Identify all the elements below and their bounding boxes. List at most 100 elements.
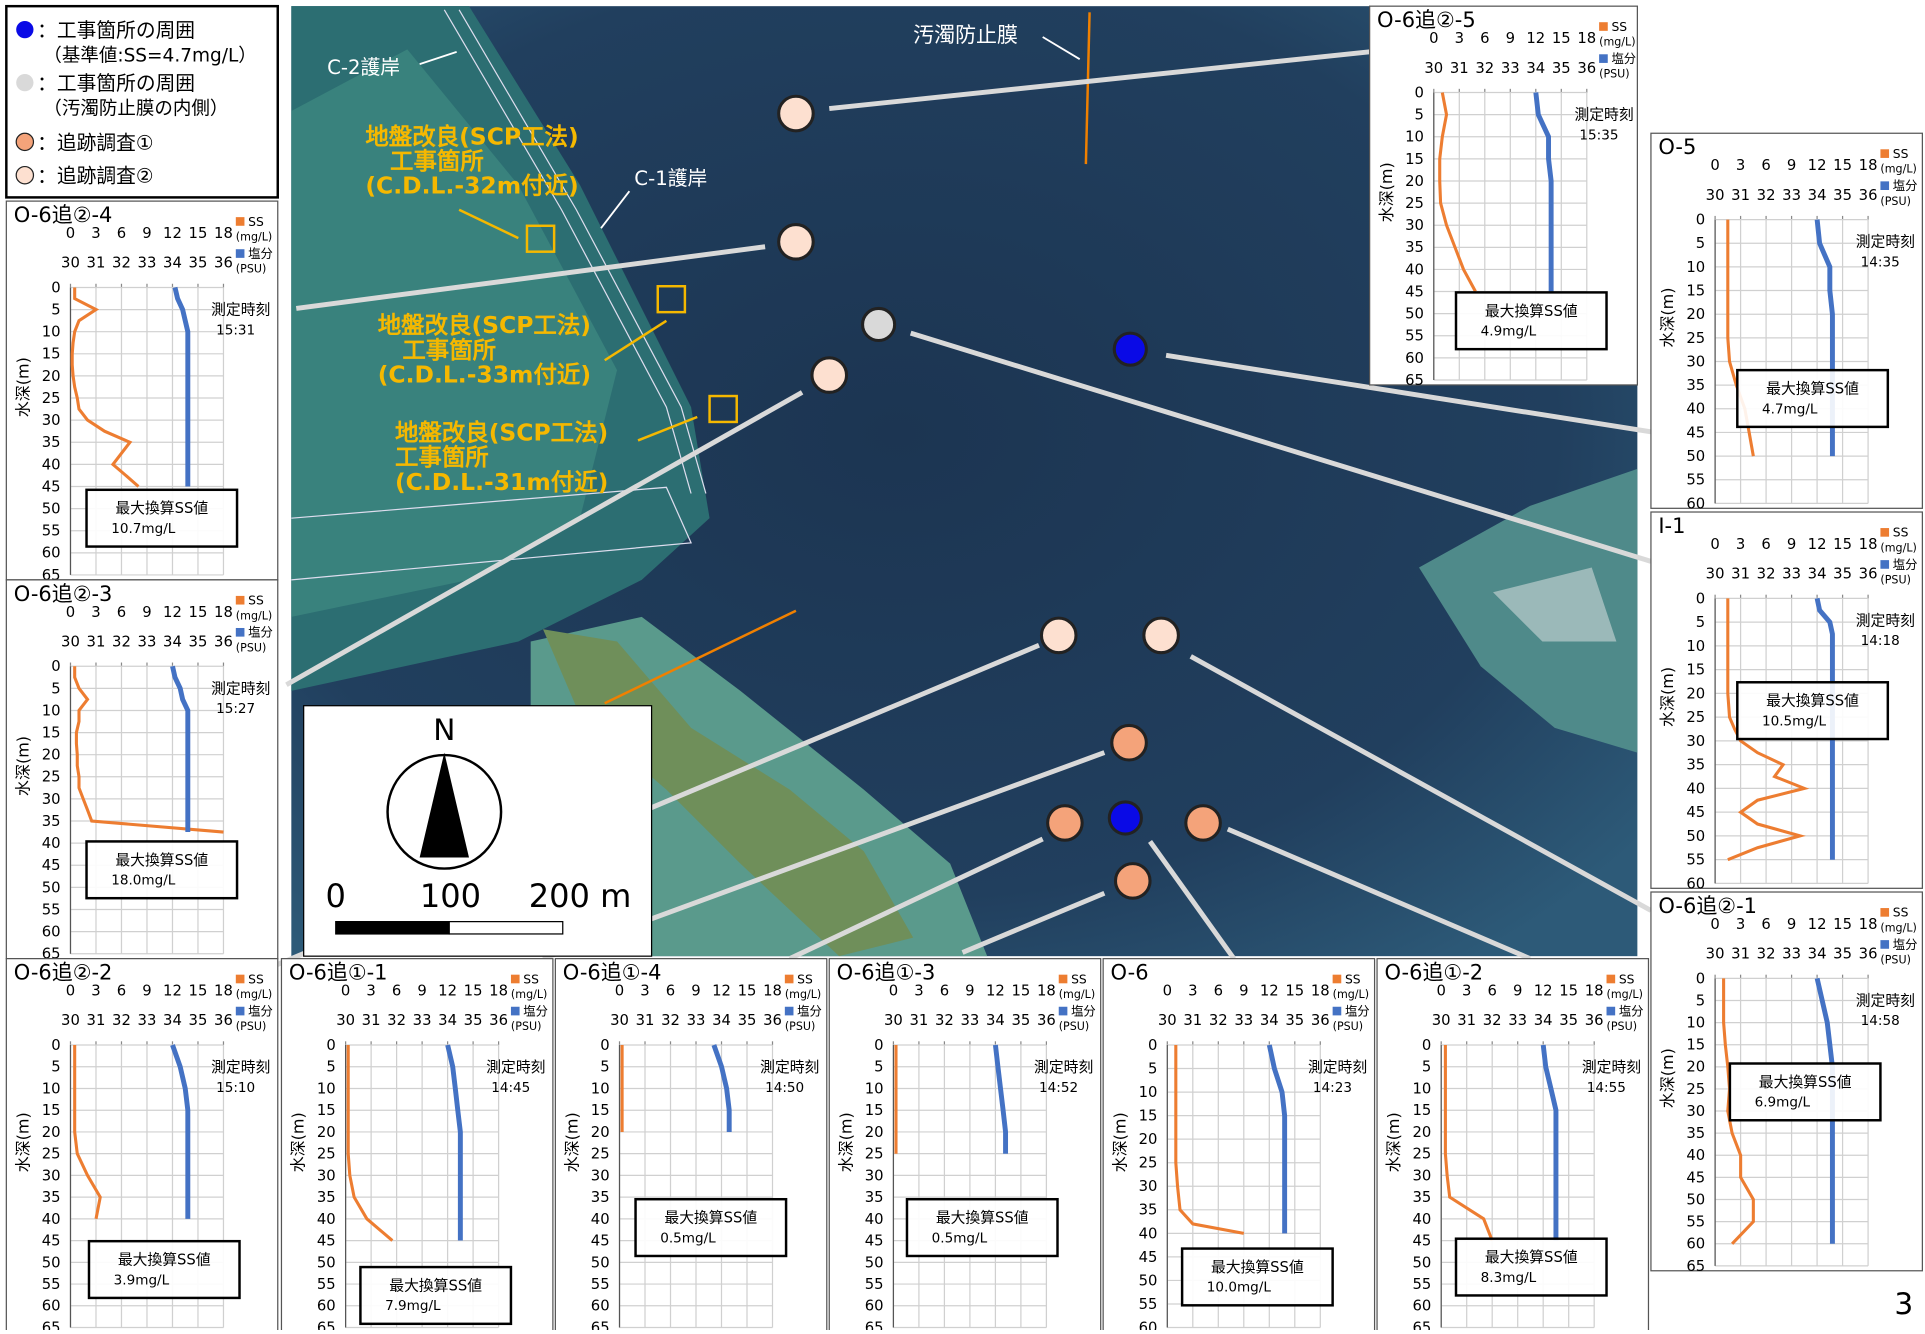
x-tick-label: 15 [1833,916,1852,933]
legend-unit: (mg/L) [1059,988,1095,1001]
legend-swatch [236,975,245,984]
y-tick-label: 60 [42,1298,61,1315]
x2-tick-label: 31 [362,1012,381,1029]
x2-tick-label: 32 [1757,187,1776,204]
site-text: (C.D.L.-31m付近) [395,468,608,496]
y-tick-label: 45 [42,1233,61,1250]
legend-label: SS [248,215,264,229]
y-tick-label: 35 [591,1189,610,1206]
x-tick-label: 18 [1311,983,1330,1000]
profile-chart: O-60369121518303132333435360510152025303… [1103,959,1374,1330]
legend-label: 塩分 [1893,937,1918,952]
x-tick-label: 3 [1736,536,1745,553]
max-value: 7.9mg/L [385,1298,441,1314]
map-label: 汚濁防止膜 [913,23,1018,47]
y-tick-label: 30 [1139,1178,1158,1195]
legend-swatch [1599,22,1608,31]
x-tick-label: 15 [1559,983,1578,1000]
legend-unit: (mg/L) [236,609,272,622]
y-tick-label: 55 [591,1276,610,1293]
x-tick-label: 18 [1859,536,1878,553]
x2-tick-label: 33 [687,1012,706,1029]
x-tick-label: 15 [1833,536,1852,553]
x-tick-label: 6 [1214,983,1223,1000]
x-tick-label: 12 [1260,983,1279,1000]
max-box [1456,1239,1607,1296]
chart-title: O-6追①-2 [1384,961,1483,985]
y-tick-label: 35 [1412,1189,1431,1206]
x-tick-label: 12 [1808,916,1827,933]
x-tick-label: 6 [1761,536,1770,553]
station-base [1114,333,1146,365]
x-tick-label: 18 [214,604,233,621]
x-tick-label: 6 [117,983,126,1000]
x2-tick-label: 35 [738,1012,757,1029]
legend-swatch [1880,908,1889,917]
y-tick-label: 15 [865,1102,884,1119]
y-tick-label: 15 [591,1102,610,1119]
time-label: 測定時刻 [1582,1059,1641,1076]
legend-label: SS [1893,906,1909,920]
x2-tick-label: 33 [1508,1012,1527,1029]
legend-unit: (mg/L) [785,988,821,1001]
x-tick-label: 18 [1577,30,1596,47]
x-tick-label: 3 [1736,916,1745,933]
x-tick-label: 9 [142,225,151,242]
y-tick-label: 45 [1686,1169,1705,1186]
time-label: 測定時刻 [1856,993,1915,1010]
chart-title: I-1 [1658,514,1685,538]
y-tick-label: 60 [1405,350,1424,367]
legend-label: 塩分 [523,1003,548,1018]
y-tick-label: 55 [42,523,61,540]
y-tick-label: 65 [1405,372,1424,389]
profile-chart: O-6追②-1036912151830313233343536051015202… [1651,892,1922,1275]
max-box [636,1199,787,1256]
y-tick-label: 0 [1696,970,1705,987]
x2-tick-label: 31 [87,633,106,650]
y-tick-label: 50 [42,501,61,518]
max-value: 10.7mg/L [111,521,176,537]
legend-unit: (PSU) [1599,68,1630,81]
station-2 [779,225,814,260]
y-tick-label: 50 [42,1254,61,1271]
y-tick-label: 15 [1686,282,1705,299]
x2-tick-label: 32 [1209,1012,1228,1029]
x-tick-label: 3 [1455,30,1464,47]
x2-tick-label: 30 [336,1012,355,1029]
y-axis-label: 水深(m) [14,1112,33,1172]
chart-title: O-5 [1658,135,1696,159]
x-tick-label: 12 [986,983,1005,1000]
x2-tick-label: 30 [61,633,80,650]
x-tick-label: 9 [417,983,426,1000]
x2-tick-label: 30 [1158,1012,1177,1029]
x-tick-label: 6 [1761,157,1770,174]
y-tick-label: 20 [42,368,61,385]
legend-swatch [236,217,245,226]
y-tick-label: 65 [1412,1319,1431,1330]
y-tick-label: 5 [326,1059,335,1076]
x2-tick-label: 30 [1424,60,1443,77]
legend-swatch [1880,181,1889,190]
y-tick-label: 5 [1415,107,1424,124]
legend-label: 塩分 [1071,1003,1096,1018]
x-tick-label: 9 [142,604,151,621]
y-tick-label: 55 [1686,852,1705,869]
x2-tick-label: 33 [1782,946,1801,963]
x2-tick-label: 36 [763,1012,782,1029]
x-tick-label: 6 [666,983,675,1000]
y-tick-label: 50 [591,1254,610,1271]
legend-label: 塩分 [1619,1003,1644,1018]
y-tick-label: 45 [865,1233,884,1250]
chart-title: O-6追①-3 [837,961,936,985]
legend-label: 塩分 [1893,178,1918,193]
x-tick-label: 3 [1462,983,1471,1000]
x2-tick-label: 34 [163,1012,182,1029]
y-axis-label: 水深(m) [1658,1048,1677,1108]
y-tick-label: 5 [1148,1060,1157,1077]
y-tick-label: 20 [1686,306,1705,323]
page: 汚濁防止膜 C-2護岸 C-1護岸 地盤改良(SCP工法) 工事箇所 (C.D.… [0,0,1925,1330]
y-axis-label: 水深(m) [836,1112,855,1172]
y-tick-label: 35 [1139,1202,1158,1219]
y-tick-label: 0 [51,1037,60,1054]
x-tick-label: 12 [712,983,731,1000]
